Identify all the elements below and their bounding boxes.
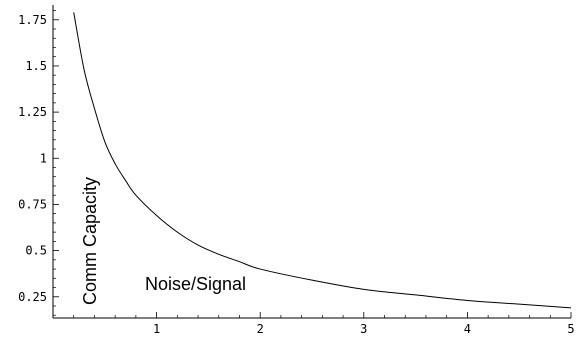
x-tick-label: 3: [360, 322, 367, 336]
y-tick-label: 1.5: [25, 59, 47, 73]
series-line: [73, 12, 572, 309]
y-axis-label: Comm Capacity: [80, 177, 100, 305]
x-tick-label: 1: [153, 322, 160, 336]
y-tick-label: 1.25: [18, 105, 47, 119]
axes: [52, 5, 571, 319]
y-tick-label: 0.5: [25, 244, 47, 258]
y-tick-label: 0.75: [18, 197, 47, 211]
y-tick-label: 1.75: [18, 13, 47, 27]
x-tick-label: 2: [257, 322, 264, 336]
x-tick-label: 5: [567, 322, 574, 336]
x-tick-label: 4: [464, 322, 471, 336]
tick-labels: 1 2 3 4 5 0.25 0.5 0.75 1 1.25 1.5 1.75: [18, 13, 575, 336]
y-tick-label: 0.25: [18, 290, 47, 304]
x-axis-label: Noise/Signal: [145, 274, 246, 294]
y-tick-label: 1: [40, 151, 47, 165]
series: [73, 12, 572, 309]
ticks: [53, 10, 572, 318]
